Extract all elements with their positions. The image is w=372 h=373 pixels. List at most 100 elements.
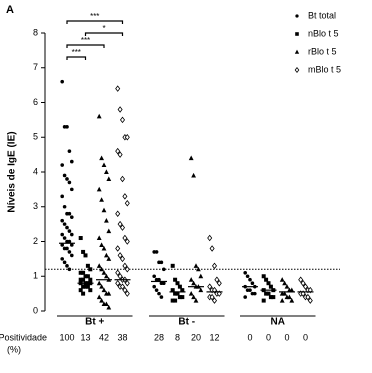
data-point [115,269,121,277]
data-point [170,288,175,293]
data-point [253,291,257,296]
y-tick-label: 0 [33,305,38,315]
data-point [101,162,107,168]
data-point [115,245,121,252]
data-point [70,187,74,192]
data-point [83,274,88,279]
positivity-label: Positividade [0,332,47,342]
data-point [177,295,182,300]
data-point [243,270,247,275]
data-point [282,280,287,286]
data-point [101,207,107,213]
data-point [62,236,67,240]
data-point [279,277,285,282]
data-point [78,236,83,241]
data-point [60,163,64,167]
positivity-value: 28 [154,332,164,342]
data-point [81,249,86,254]
significance-bracket [84,32,124,36]
data-point [99,266,104,272]
data-point [60,218,64,223]
data-point [115,210,121,217]
data-point [78,270,83,275]
data-point [305,293,311,301]
data-point [117,106,123,113]
data-point [117,220,123,228]
data-point [122,262,128,270]
data-point [287,294,292,300]
legend-marker [295,32,299,36]
data-point [207,234,213,242]
legend-label: mBlo t 5 [308,64,341,74]
data-point [99,297,104,303]
data-point [124,266,130,273]
legend-marker [294,49,300,54]
positivity-value: 42 [99,332,109,342]
data-point [96,280,102,286]
data-point [85,284,90,289]
data-point [245,274,250,279]
data-point [117,151,123,158]
data-point [96,263,102,268]
data-point [81,284,86,289]
significance-label: *** [81,36,90,45]
data-point [271,295,276,300]
data-point [117,272,123,280]
data-point [96,294,102,300]
positivity-value: 0 [247,332,252,342]
data-point [65,225,69,230]
data-point [216,279,222,287]
data-point [67,211,72,216]
data-point [159,260,164,265]
data-point [191,280,196,286]
data-point [264,291,269,296]
data-point [266,281,271,286]
data-point [67,250,72,254]
data-point [300,279,306,287]
data-point [122,193,128,200]
legend-label: nBlo t 5 [308,28,339,38]
data-point [289,287,295,293]
y-tick-label: 4 [33,166,38,176]
data-point [81,277,86,282]
data-point [101,245,107,251]
data-point [60,257,64,261]
y-tick-label: 5 [33,132,38,142]
data-point [115,147,121,155]
significance-bracket [66,20,124,24]
data-point [119,224,126,231]
positivity-value: 20 [191,332,201,342]
data-point [170,263,175,268]
positivity-value: 13 [80,332,90,342]
data-point [81,270,86,275]
data-point [70,243,74,247]
positivity-label: (%) [7,344,21,354]
data-point [65,246,69,251]
data-point [193,263,199,268]
data-point [173,291,178,296]
data-point [60,243,64,247]
data-point [85,263,90,268]
data-point [284,284,290,289]
group-label: Bt - [178,317,195,328]
data-point [104,273,109,279]
data-point [70,253,74,258]
data-point [115,279,121,287]
positivity-value: 8 [175,332,180,342]
data-point [99,197,104,202]
data-point [101,287,107,293]
data-point [175,281,180,286]
significance-label: *** [90,12,99,21]
panel-label: A [6,4,14,16]
data-point [154,288,159,292]
data-point [214,276,220,283]
data-point [122,234,128,242]
data-point [261,274,266,279]
data-point [180,288,185,293]
data-point [65,177,69,181]
data-point [60,232,64,237]
data-point [124,279,130,287]
significance-label: * [102,24,105,33]
data-point [106,304,112,310]
